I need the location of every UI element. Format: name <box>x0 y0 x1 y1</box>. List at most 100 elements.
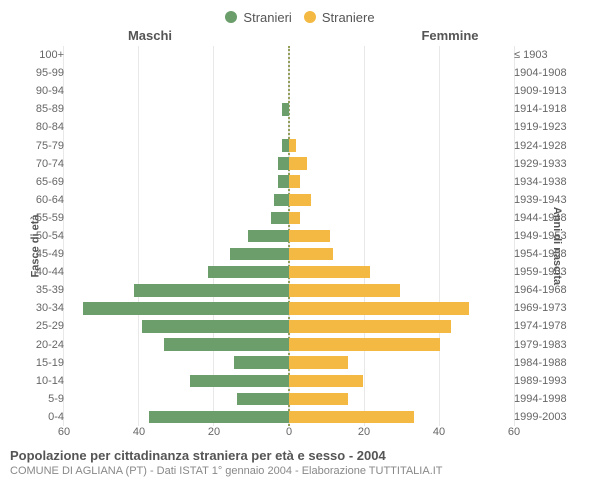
bar-female <box>289 393 348 405</box>
birth-year-label: 1974-1978 <box>510 320 576 332</box>
footer-title: Popolazione per cittadinanza straniera p… <box>10 448 590 463</box>
pyramid-row: 45-49 1954-1958 <box>24 245 576 263</box>
bar-male <box>208 266 289 278</box>
pyramid-row: 95-99 1904-1908 <box>24 64 576 82</box>
bar-male <box>83 302 289 314</box>
bar-female <box>289 266 370 278</box>
pyramid-row: 70-741929-1933 <box>24 155 576 173</box>
chart-area: Fasce di età Anni di nascita 100+≤ 19039… <box>0 46 600 446</box>
birth-year-label: ≤ 1903 <box>510 49 576 61</box>
bars-region: 100+ ≤ 1903 95-99 1904-1908 90-94 1909-1913 85… <box>24 46 576 426</box>
birth-year-label: 1939-1943 <box>510 194 576 206</box>
birth-year-label: 1969-1973 <box>510 302 576 314</box>
x-tick: 20 <box>358 426 370 438</box>
age-label: 10-14 <box>24 375 68 387</box>
legend-male-swatch <box>225 11 237 23</box>
legend-female: Straniere <box>304 10 375 25</box>
pyramid-row: 20-24 1979-1983 <box>24 336 576 354</box>
pyramid-row: 30-341969-1973 <box>24 299 576 317</box>
footer-subtitle: COMUNE DI AGLIANA (PT) - Dati ISTAT 1° g… <box>10 465 590 477</box>
bar-female <box>289 320 451 332</box>
pyramid-row: 60-641939-1943 <box>24 191 576 209</box>
pyramid-row: 75-79 1924-1928 <box>24 136 576 154</box>
pyramid-row: 55-59 1944-1948 <box>24 209 576 227</box>
age-label: 45-49 <box>24 248 68 260</box>
bar-male <box>234 356 289 368</box>
pyramid-row: 25-29 1974-1978 <box>24 317 576 335</box>
age-label: 85-89 <box>24 103 68 115</box>
x-tick: 40 <box>433 426 445 438</box>
age-label: 90-94 <box>24 85 68 97</box>
birth-year-label: 1904-1908 <box>510 67 576 79</box>
bar-male <box>237 393 289 405</box>
bar-female <box>289 175 300 187</box>
x-tick: 60 <box>58 426 70 438</box>
bar-female <box>289 230 330 242</box>
birth-year-label: 1964-1968 <box>510 284 576 296</box>
pyramid-row: 0-4 1999-2003 <box>24 408 576 426</box>
pyramid-row: 50-541949-1953 <box>24 227 576 245</box>
age-label: 0-4 <box>24 411 68 423</box>
pyramid-row: 35-391964-1968 <box>24 281 576 299</box>
age-label: 95-99 <box>24 67 68 79</box>
legend-male: Stranieri <box>225 10 291 25</box>
birth-year-label: 1924-1928 <box>510 140 576 152</box>
age-label: 75-79 <box>24 140 68 152</box>
x-tick: 20 <box>208 426 220 438</box>
bar-male <box>149 411 289 423</box>
pyramid-row: 65-691934-1938 <box>24 173 576 191</box>
pyramid-row: 85-89 1914-1918 <box>24 100 576 118</box>
x-axis: 6040200204060 <box>24 426 576 446</box>
pyramid-row: 10-14 1989-1993 <box>24 372 576 390</box>
plot: 100+ ≤ 1903 95-99 1904-1908 90-94 1909-1913 85… <box>0 46 600 446</box>
birth-year-label: 1984-1988 <box>510 357 576 369</box>
bar-female <box>289 139 296 151</box>
bar-female <box>289 375 363 387</box>
birth-year-label: 1999-2003 <box>510 411 576 423</box>
birth-year-label: 1979-1983 <box>510 339 576 351</box>
birth-year-label: 1959-1963 <box>510 266 576 278</box>
birth-year-label: 1949-1953 <box>510 230 576 242</box>
pyramid-row: 90-94 1909-1913 <box>24 82 576 100</box>
age-label: 20-24 <box>24 339 68 351</box>
pyramid-row: 40-44 1959-1963 <box>24 263 576 281</box>
bar-male <box>248 230 289 242</box>
age-label: 25-29 <box>24 320 68 332</box>
bar-female <box>289 248 333 260</box>
bar-male <box>142 320 289 332</box>
column-headers: Maschi Femmine <box>0 28 600 46</box>
bar-male <box>282 139 289 151</box>
bar-female <box>289 284 400 296</box>
bar-female <box>289 302 469 314</box>
pyramid-row: 15-191984-1988 <box>24 354 576 372</box>
legend-female-label: Straniere <box>322 10 375 25</box>
bar-male <box>230 248 289 260</box>
bar-male <box>278 175 289 187</box>
birth-year-label: 1944-1948 <box>510 212 576 224</box>
x-tick: 60 <box>508 426 520 438</box>
age-label: 40-44 <box>24 266 68 278</box>
bar-female <box>289 411 414 423</box>
x-ticks: 6040200204060 <box>64 426 514 446</box>
age-label: 70-74 <box>24 158 68 170</box>
birth-year-label: 1989-1993 <box>510 375 576 387</box>
pyramid-row: 100+ ≤ 1903 <box>24 46 576 64</box>
pyramid-row: 80-841919-1923 <box>24 118 576 136</box>
chart-container: Stranieri Straniere Maschi Femmine Fasce… <box>0 0 600 500</box>
bar-male <box>278 157 289 169</box>
age-label: 100+ <box>24 49 68 61</box>
bar-male <box>282 103 289 115</box>
bar-male <box>164 338 289 350</box>
legend-female-swatch <box>304 11 316 23</box>
age-label: 55-59 <box>24 212 68 224</box>
bar-female <box>289 338 440 350</box>
age-label: 80-84 <box>24 121 68 133</box>
birth-year-label: 1954-1958 <box>510 248 576 260</box>
age-label: 65-69 <box>24 176 68 188</box>
bar-male <box>134 284 289 296</box>
age-label: 5-9 <box>24 393 68 405</box>
birth-year-label: 1914-1918 <box>510 103 576 115</box>
birth-year-label: 1909-1913 <box>510 85 576 97</box>
footer: Popolazione per cittadinanza straniera p… <box>0 446 600 477</box>
bar-female <box>289 194 311 206</box>
